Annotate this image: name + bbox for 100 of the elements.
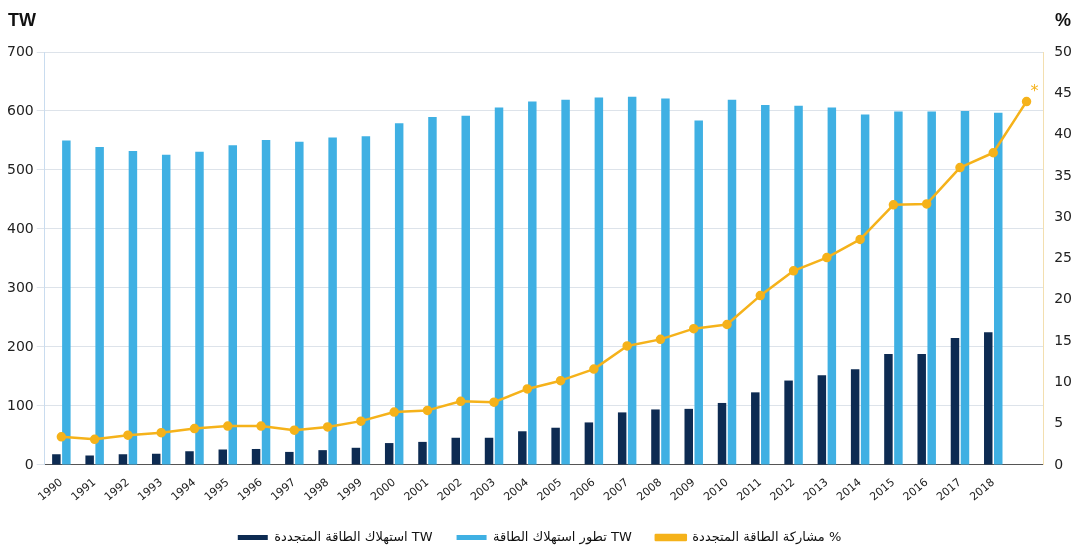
bar <box>684 408 693 465</box>
bar <box>817 375 827 465</box>
point <box>322 422 333 432</box>
bar <box>727 99 737 465</box>
point <box>1021 96 1032 107</box>
point <box>123 430 133 440</box>
y-tick-label: 400 <box>6 219 34 236</box>
point <box>688 323 699 334</box>
bar <box>361 136 371 465</box>
bar <box>394 123 404 465</box>
bar <box>960 110 970 465</box>
bar <box>52 454 61 465</box>
bar <box>584 422 594 465</box>
bar <box>717 402 727 465</box>
point <box>988 148 999 158</box>
point <box>422 405 433 416</box>
point <box>622 341 632 351</box>
point <box>555 375 566 386</box>
bar <box>561 99 570 465</box>
bar <box>494 107 504 465</box>
bar <box>328 137 337 465</box>
bar <box>418 441 427 465</box>
y-tick-label: 500 <box>6 160 34 177</box>
point <box>256 421 266 431</box>
bar <box>118 454 128 465</box>
bar <box>295 141 304 465</box>
bar <box>927 111 936 465</box>
bar <box>594 97 604 465</box>
bar <box>161 154 171 465</box>
point <box>888 200 899 210</box>
point <box>589 364 599 374</box>
y-tick-label: 200 <box>6 337 34 354</box>
point <box>822 252 832 263</box>
bar <box>761 105 770 465</box>
y-tick-label: 700 <box>6 42 34 59</box>
point <box>755 290 766 301</box>
bar <box>195 151 204 465</box>
y-tick-label: 0 <box>24 455 34 472</box>
bar <box>451 437 460 465</box>
point <box>855 234 865 245</box>
bar <box>994 112 1003 465</box>
point <box>289 425 300 435</box>
bar <box>751 392 760 465</box>
y2-axis-title: % <box>1054 9 1071 30</box>
point <box>522 384 533 394</box>
bar <box>984 332 993 465</box>
point <box>456 396 466 407</box>
y2-tick-label: 40 <box>1054 125 1073 142</box>
y2-tick-label: 25 <box>1054 249 1073 266</box>
y2-tick-label: 20 <box>1054 290 1073 307</box>
y2-tick-label: 30 <box>1054 207 1073 224</box>
annotation: * <box>1030 80 1039 100</box>
bar <box>894 111 903 465</box>
bar <box>917 354 926 465</box>
bar <box>428 116 437 465</box>
legend-label: تطور استهلاك الطاقة TW <box>493 528 632 545</box>
bar <box>318 450 327 465</box>
y2-tick-label: 15 <box>1054 331 1073 348</box>
y2-tick-label: 50 <box>1054 42 1073 59</box>
bar <box>251 448 261 465</box>
point <box>722 319 732 330</box>
point <box>788 266 799 276</box>
point <box>489 397 499 407</box>
bar <box>484 437 494 465</box>
bar <box>285 451 294 465</box>
bar <box>694 120 703 465</box>
legend-label: مشاركة الطاقة المتجددة % <box>692 528 842 545</box>
point <box>955 162 965 173</box>
bar <box>351 447 361 465</box>
bar <box>518 431 527 465</box>
point <box>89 434 100 445</box>
bar <box>62 140 71 465</box>
bar <box>850 369 860 465</box>
y2-tick-label: 35 <box>1054 166 1073 183</box>
y2-tick-label: 10 <box>1054 372 1073 389</box>
y-axis-title: TW <box>8 9 36 30</box>
bar <box>627 96 637 465</box>
bar <box>261 139 271 465</box>
point <box>921 199 932 209</box>
bar <box>827 107 837 465</box>
point <box>156 427 166 438</box>
point <box>356 416 366 426</box>
bar <box>85 455 94 465</box>
bar <box>384 443 394 465</box>
point <box>389 407 399 417</box>
bar <box>551 427 560 465</box>
bar <box>461 115 470 465</box>
point <box>189 423 200 434</box>
y2-tick-label: 0 <box>1054 455 1064 472</box>
bar <box>128 151 138 465</box>
point <box>655 334 666 345</box>
bar <box>661 98 670 465</box>
point <box>56 432 67 442</box>
y2-tick-label: 5 <box>1054 414 1064 431</box>
bar <box>228 145 238 465</box>
bar <box>794 105 803 465</box>
bar <box>185 451 194 465</box>
y-tick-label: 600 <box>6 101 34 118</box>
bar <box>528 101 537 465</box>
y-tick-label: 100 <box>6 396 34 413</box>
